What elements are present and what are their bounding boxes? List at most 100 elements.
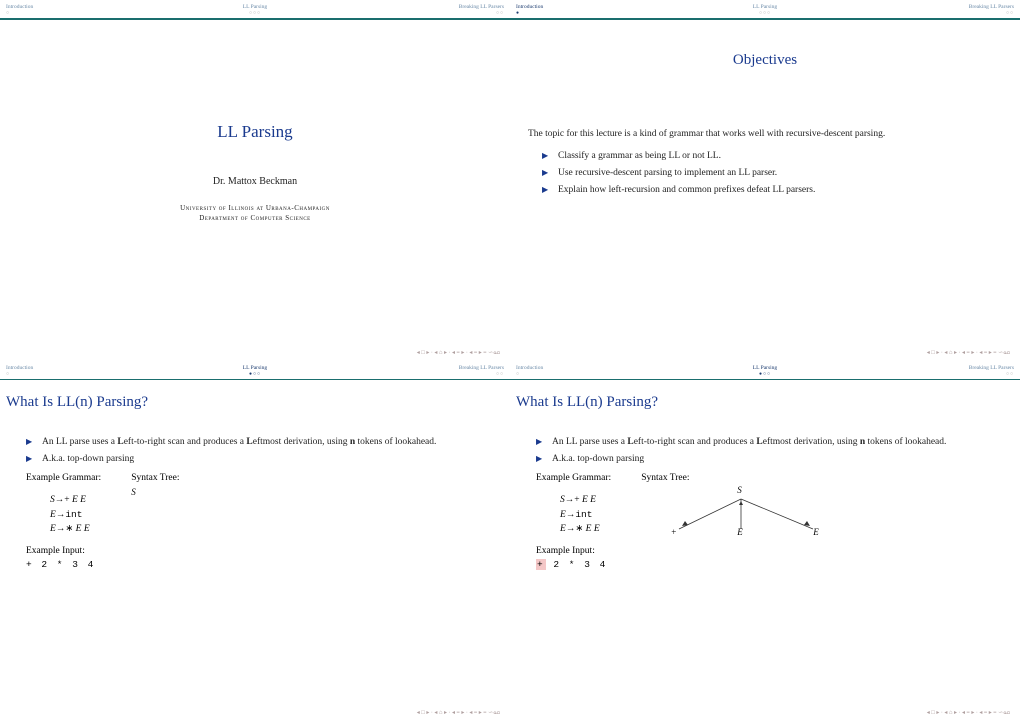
nav-label-intro: Introduction [6, 365, 172, 371]
definition-item: An LL parse uses a Left-to-right scan an… [26, 435, 504, 450]
tree-node-e2: E [813, 527, 819, 537]
input-label: Example Input: [536, 546, 611, 556]
nav-label-break: Breaking LL Parsers [338, 4, 504, 10]
objective-item: Classify a grammar as being LL or not LL… [542, 149, 1002, 164]
tree-node-plus: + [671, 527, 676, 537]
nav-header: Introduction ○ LL Parsing ○○○ Breaking L… [0, 0, 510, 16]
nav-intro: Introduction ○ [6, 4, 172, 16]
grammar-label: Example Grammar: [536, 473, 611, 483]
objective-item: Explain how left-recursion and common pr… [542, 183, 1002, 198]
nav-dots-break: ○○ [338, 372, 504, 377]
definition-item: A.k.a. top-down parsing [536, 452, 1014, 467]
intro-text: The topic for this lecture is a kind of … [528, 127, 1002, 141]
slide-body: What Is LL(n) Parsing? An LL parse uses … [510, 380, 1020, 570]
objective-item: Use recursive-descent parsing to impleme… [542, 166, 1002, 181]
nav-ll: LL Parsing ○○○ [172, 4, 338, 16]
nav-label-intro: Introduction [6, 4, 172, 10]
tree-column: Syntax Tree: S [131, 473, 331, 570]
nav-dots-ll: ●○○ [682, 372, 848, 377]
tree-node-s: S [737, 485, 742, 495]
example-columns: Example Grammar: S→+ E E E→int E→∗ E E E… [26, 473, 504, 570]
tree-node-s: S [131, 487, 136, 497]
nav-label-intro: Introduction [516, 4, 682, 10]
nav-label-break: Breaking LL Parsers [848, 4, 1014, 10]
nav-dots-break: ○○ [338, 11, 504, 16]
slide-objectives: Introduction ● LL Parsing ○○○ Breaking L… [510, 0, 1020, 361]
beamer-footer-nav: ◂ □ ▸ · ◂ ⌂ ▸ · ◂ ≡ ▸ · ◂ ≡ ▸ ≡ ∽ܩܘ [417, 709, 500, 717]
affiliation: University of Illinois at Urbana-Champai… [18, 203, 492, 224]
definition-list: An LL parse uses a Left-to-right scan an… [26, 435, 504, 467]
objectives-list: Classify a grammar as being LL or not LL… [542, 149, 1002, 199]
slide-lln-2: Introduction ○ LL Parsing ●○○ Breaking L… [510, 361, 1020, 721]
nav-break: Breaking LL Parsers ○○ [848, 4, 1014, 16]
beamer-footer-nav: ◂ □ ▸ · ◂ ⌂ ▸ · ◂ ≡ ▸ · ◂ ≡ ▸ ≡ ∽ܩܘ [417, 349, 500, 357]
affil-line2: Department of Computer Science [199, 214, 310, 222]
nav-label-break: Breaking LL Parsers [848, 365, 1014, 371]
grammar-label: Example Grammar: [26, 473, 101, 483]
input-tokens: + 2 * 3 4 [26, 559, 101, 570]
presentation-title: LL Parsing [18, 122, 492, 142]
nav-dots-ll: ●○○ [172, 372, 338, 377]
nav-header: Introduction ● LL Parsing ○○○ Breaking L… [510, 0, 1020, 16]
highlighted-token: + [536, 559, 546, 570]
nav-label-ll: LL Parsing [682, 365, 848, 371]
definition-list: An LL parse uses a Left-to-right scan an… [536, 435, 1014, 467]
nav-dots-intro: ○ [516, 372, 682, 377]
nav-header: Introduction ○ LL Parsing ●○○ Breaking L… [0, 361, 510, 377]
nav-dots-ll: ○○○ [172, 11, 338, 16]
slide-body: What Is LL(n) Parsing? An LL parse uses … [0, 380, 510, 570]
nav-break: Breaking LL Parsers ○○ [338, 365, 504, 377]
slide-heading: Objectives [528, 52, 1002, 69]
nav-dots-break: ○○ [848, 372, 1014, 377]
slide-title: Introduction ○ LL Parsing ○○○ Breaking L… [0, 0, 510, 361]
slide-heading: What Is LL(n) Parsing? [6, 394, 504, 411]
grammar-column: Example Grammar: S→+ E E E→int E→∗ E E E… [536, 473, 611, 570]
tree-label: Syntax Tree: [641, 473, 841, 483]
slide-heading: What Is LL(n) Parsing? [516, 394, 1014, 411]
affil-line1: University of Illinois at Urbana-Champai… [180, 204, 330, 212]
grammar-rule: E→∗ E E [560, 522, 611, 536]
grammar-rule: E→∗ E E [50, 522, 101, 536]
nav-header: Introduction ○ LL Parsing ●○○ Breaking L… [510, 361, 1020, 377]
nav-label-ll: LL Parsing [172, 365, 338, 371]
grammar-rule: S→+ E E [560, 493, 611, 507]
grammar-rule: E→int [560, 508, 611, 522]
tree-edges [641, 487, 841, 547]
definition-item: An LL parse uses a Left-to-right scan an… [536, 435, 1014, 450]
grammar-rule: E→int [50, 508, 101, 522]
nav-intro: Introduction ○ [516, 365, 682, 377]
nav-intro: Introduction ● [516, 4, 682, 16]
nav-ll: LL Parsing ○○○ [682, 4, 848, 16]
syntax-tree: S [131, 487, 331, 567]
grammar-rules: S→+ E E E→int E→∗ E E [50, 493, 101, 536]
nav-ll: LL Parsing ●○○ [172, 365, 338, 377]
beamer-footer-nav: ◂ □ ▸ · ◂ ⌂ ▸ · ◂ ≡ ▸ · ◂ ≡ ▸ ≡ ∽ܩܘ [927, 709, 1010, 717]
tree-column: Syntax Tree: S + E E [641, 473, 841, 570]
nav-label-ll: LL Parsing [682, 4, 848, 10]
syntax-tree: S + E E [641, 487, 841, 567]
nav-dots-break: ○○ [848, 11, 1014, 16]
nav-label-intro: Introduction [516, 365, 682, 371]
nav-ll: LL Parsing ●○○ [682, 365, 848, 377]
nav-label-ll: LL Parsing [172, 4, 338, 10]
nav-dots-intro: ● [516, 11, 682, 16]
definition-item: A.k.a. top-down parsing [26, 452, 504, 467]
slide-body: Objectives The topic for this lecture is… [510, 20, 1020, 199]
nav-dots-ll: ○○○ [682, 11, 848, 16]
grammar-column: Example Grammar: S→+ E E E→int E→∗ E E E… [26, 473, 101, 570]
grammar-rule: S→+ E E [50, 493, 101, 507]
grammar-rules: S→+ E E E→int E→∗ E E [560, 493, 611, 536]
nav-intro: Introduction ○ [6, 365, 172, 377]
nav-dots-intro: ○ [6, 11, 172, 16]
nav-break: Breaking LL Parsers ○○ [848, 365, 1014, 377]
tree-node-e1: E [737, 527, 743, 537]
slide-lln-1: Introduction ○ LL Parsing ●○○ Breaking L… [0, 361, 510, 721]
slide-body: LL Parsing Dr. Mattox Beckman University… [0, 20, 510, 224]
input-label: Example Input: [26, 546, 101, 556]
beamer-footer-nav: ◂ □ ▸ · ◂ ⌂ ▸ · ◂ ≡ ▸ · ◂ ≡ ▸ ≡ ∽ܩܘ [927, 349, 1010, 357]
author-name: Dr. Mattox Beckman [18, 176, 492, 187]
tree-label: Syntax Tree: [131, 473, 331, 483]
nav-break: Breaking LL Parsers ○○ [338, 4, 504, 16]
nav-dots-intro: ○ [6, 372, 172, 377]
nav-label-break: Breaking LL Parsers [338, 365, 504, 371]
